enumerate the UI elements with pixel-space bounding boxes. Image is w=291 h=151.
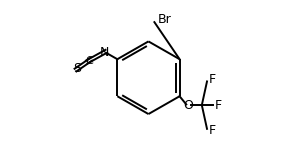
Text: S: S <box>73 62 81 75</box>
Text: Br: Br <box>158 13 172 26</box>
Text: F: F <box>208 124 216 137</box>
Text: O: O <box>184 99 194 112</box>
Text: C: C <box>85 56 93 66</box>
Text: F: F <box>214 99 221 112</box>
Text: F: F <box>208 73 216 86</box>
Text: N: N <box>99 46 109 59</box>
